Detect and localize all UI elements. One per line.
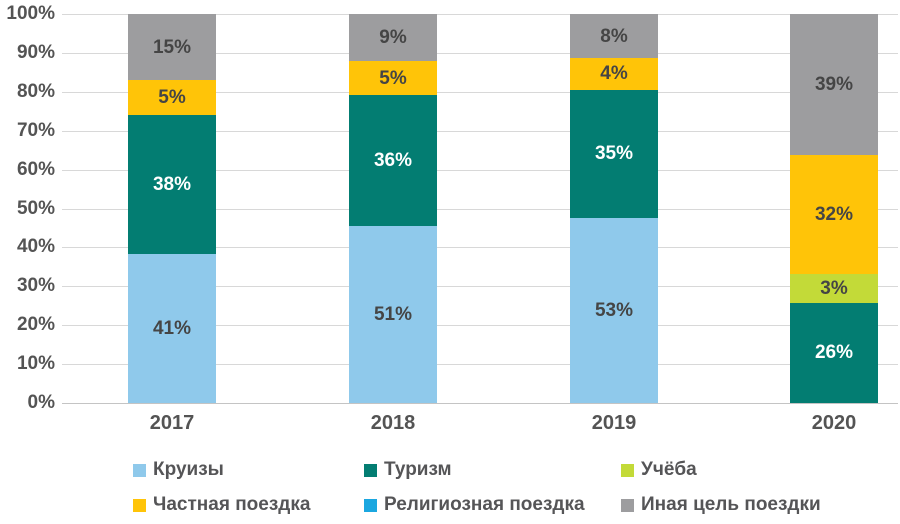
legend-item: Туризм bbox=[364, 459, 452, 480]
y-tick-label: 90% bbox=[16, 41, 55, 63]
y-tick-label: 40% bbox=[16, 236, 55, 258]
legend-item: Религиозная поездка bbox=[364, 494, 585, 515]
y-tick-label: 80% bbox=[16, 80, 55, 102]
segment-value-label: 53% bbox=[594, 300, 634, 322]
segment-value-label: 32% bbox=[814, 204, 854, 226]
segment-value-label: 3% bbox=[820, 277, 848, 299]
gridline bbox=[62, 364, 898, 366]
legend-color-swatch-icon bbox=[133, 463, 146, 477]
gridline bbox=[62, 52, 898, 54]
bar-segment: 9% bbox=[349, 14, 437, 61]
segment-value-label: 41% bbox=[152, 318, 192, 340]
segment-value-label: 5% bbox=[379, 67, 407, 89]
gridline bbox=[62, 169, 898, 171]
segment-value-label: 4% bbox=[600, 63, 628, 85]
y-tick-label: 50% bbox=[16, 197, 55, 219]
legend-label: Учёба bbox=[641, 459, 697, 480]
x-axis-label: 2018 bbox=[370, 412, 416, 434]
bar-segment: 15% bbox=[128, 14, 216, 81]
legend-color-swatch-icon bbox=[133, 498, 146, 512]
bar-segment: 36% bbox=[349, 95, 437, 226]
x-axis-baseline bbox=[62, 403, 898, 404]
bar-2020: 26% 3% 32% 39% bbox=[790, 14, 878, 403]
legend-color-swatch-icon bbox=[621, 463, 634, 477]
bar-segment: 38% bbox=[128, 115, 216, 255]
legend-item: Круизы bbox=[133, 459, 224, 480]
legend-item: Учёба bbox=[621, 459, 697, 480]
segment-value-label: 51% bbox=[373, 303, 413, 325]
gridline bbox=[62, 130, 898, 132]
y-tick-label: 60% bbox=[16, 158, 55, 180]
y-tick-label: 0% bbox=[27, 392, 55, 413]
x-axis-label: 2017 bbox=[149, 412, 195, 434]
segment-value-label: 15% bbox=[152, 36, 192, 58]
segment-value-label: 5% bbox=[158, 87, 186, 109]
legend-item: Иная цель поездки bbox=[621, 494, 821, 515]
legend-label: Частная поездка bbox=[153, 494, 311, 515]
gridline bbox=[62, 325, 898, 327]
bar-segment: 3% bbox=[790, 274, 878, 303]
gridline bbox=[62, 14, 898, 15]
gridline bbox=[62, 286, 898, 288]
segment-value-label: 26% bbox=[814, 342, 854, 364]
segment-value-label: 36% bbox=[373, 150, 413, 172]
x-axis-label: 2020 bbox=[811, 412, 857, 434]
gridline bbox=[62, 208, 898, 210]
bar-2018: 51% 36% 5% 9% bbox=[349, 14, 437, 403]
y-tick-label: 100% bbox=[6, 3, 55, 24]
bar-segment: 51% bbox=[349, 225, 437, 403]
legend-color-swatch-icon bbox=[364, 498, 377, 512]
bar-segment: 41% bbox=[128, 254, 216, 403]
bar-segment: 5% bbox=[128, 80, 216, 116]
bar-segment: 39% bbox=[790, 14, 878, 156]
segment-value-label: 8% bbox=[600, 25, 628, 47]
bar-2019: 53% 35% 4% 8% bbox=[570, 14, 658, 403]
bar-segment: 26% bbox=[790, 302, 878, 403]
legend-item: Частная поездка bbox=[133, 494, 311, 515]
bar-2017: 41% 38% 5% 15% bbox=[128, 14, 216, 403]
y-tick-label: 10% bbox=[16, 353, 55, 375]
bar-segment: 5% bbox=[349, 60, 437, 96]
plot-area: 0% 10% 20% 30% 40% 50% 60% 70% 80% 90% 100% 41% 38% 5… bbox=[6, 3, 898, 434]
y-tick-label: 30% bbox=[16, 275, 55, 297]
bar-segment: 4% bbox=[570, 58, 658, 90]
legend-label: Религиозная поездка bbox=[384, 494, 585, 515]
y-tick-label: 20% bbox=[16, 314, 55, 336]
segment-value-label: 38% bbox=[152, 174, 192, 196]
legend-label: Иная цель поездки bbox=[641, 494, 821, 515]
bar-segment: 35% bbox=[570, 89, 658, 219]
x-axis-label: 2019 bbox=[591, 412, 637, 434]
gridline bbox=[62, 247, 898, 249]
segment-value-label: 35% bbox=[594, 143, 634, 165]
legend-label: Туризм bbox=[384, 459, 452, 480]
bar-segment: 53% bbox=[570, 218, 658, 403]
legend-color-swatch-icon bbox=[364, 463, 377, 477]
legend-label: Круизы bbox=[153, 459, 224, 480]
segment-value-label: 9% bbox=[379, 26, 407, 48]
y-tick-label: 70% bbox=[16, 119, 55, 141]
bar-segment: 8% bbox=[570, 14, 658, 59]
segment-value-label: 39% bbox=[814, 74, 854, 96]
chart-legend: Круизы Туризм Учёба Частная поездка Религиоз… bbox=[0, 450, 900, 524]
gridline bbox=[62, 91, 898, 93]
legend-color-swatch-icon bbox=[621, 498, 634, 512]
bar-segment: 32% bbox=[790, 155, 878, 275]
